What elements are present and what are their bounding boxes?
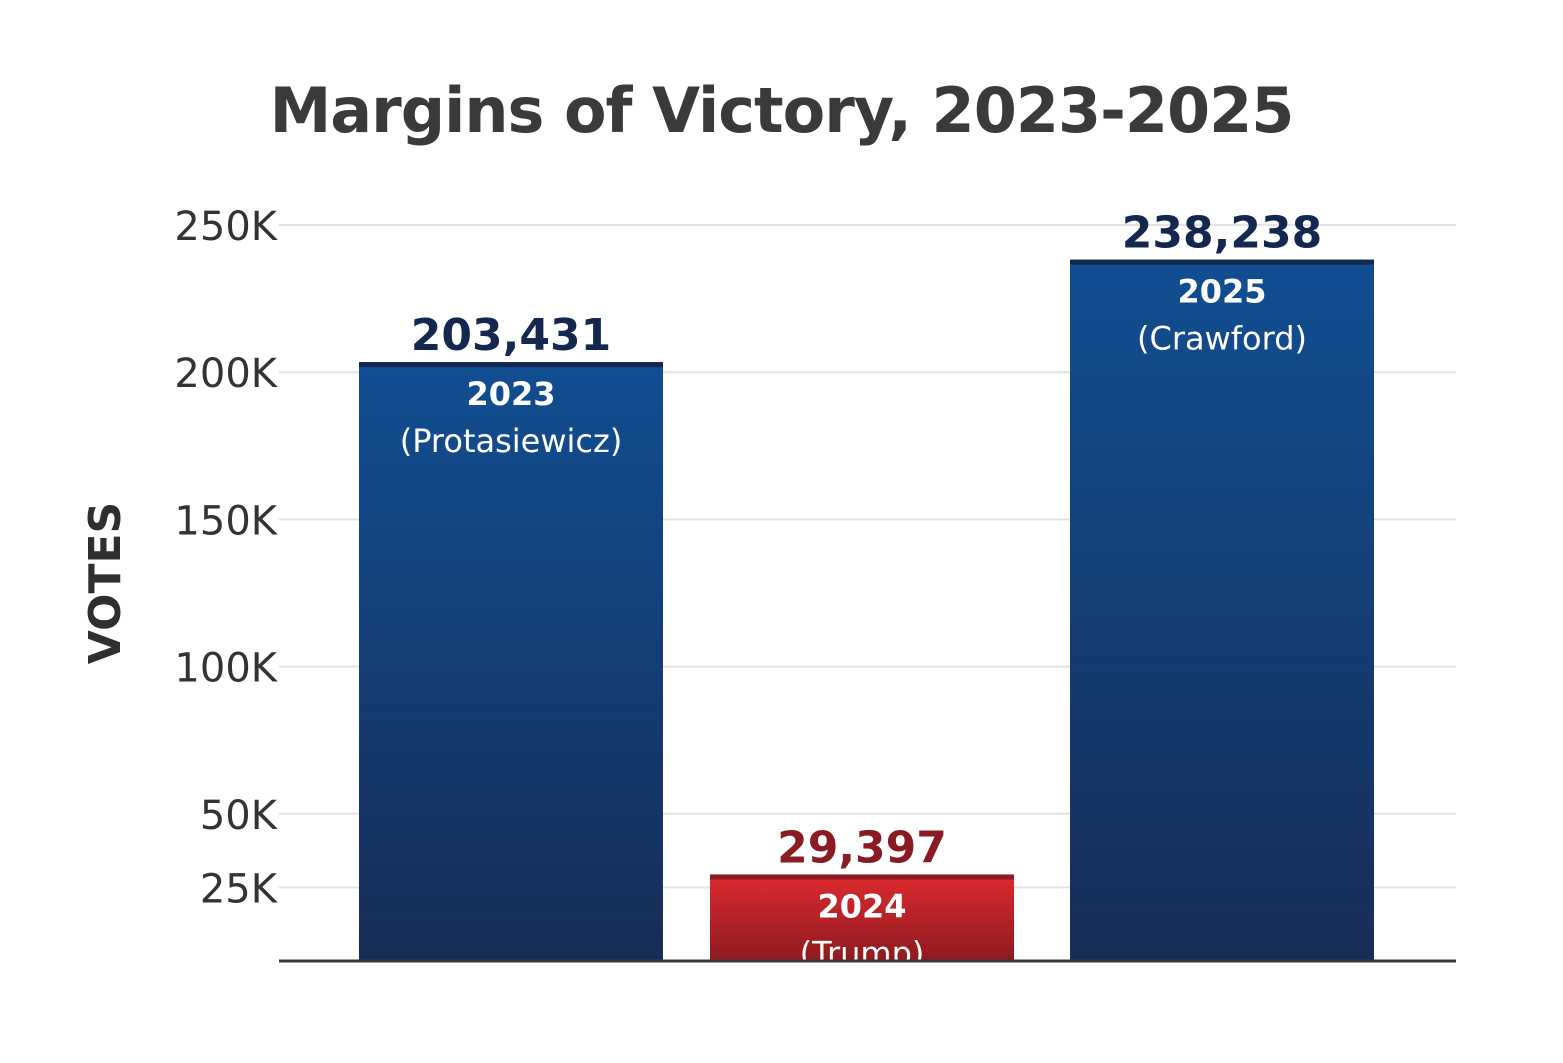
bar-year-label: 2024: [817, 887, 906, 925]
bar-name-label: (Protasiewicz): [400, 422, 623, 460]
bar-top-edge: [710, 874, 1014, 880]
y-tick-label: 150K: [174, 498, 278, 544]
data-label: 203,431: [411, 310, 611, 361]
bar-group-2023: 203,431 2023 (Protasiewicz): [359, 310, 663, 961]
bar-2023: [359, 362, 663, 961]
y-axis-ticks: 25K 50K 100K 150K 200K 250K: [174, 204, 278, 912]
bar-top-edge: [359, 362, 663, 368]
bar-2024: [710, 874, 1014, 961]
bar-name-label: (Trump): [800, 934, 925, 972]
bars: 203,431 2023 (Protasiewicz) 29,397 2024 (Trum…: [359, 208, 1374, 972]
y-tick-label: 250K: [174, 204, 278, 250]
bar-2025: [1070, 259, 1374, 961]
y-tick-label: 200K: [174, 351, 278, 397]
bar-name-label: (Crawford): [1137, 320, 1307, 358]
bar-group-2024: 29,397 2024 (Trump): [710, 822, 1014, 972]
y-tick-label: 100K: [174, 646, 278, 692]
bar-year-label: 2025: [1177, 273, 1266, 311]
data-label: 29,397: [777, 822, 947, 873]
y-axis-label: VOTES: [80, 502, 131, 664]
bar-year-label: 2023: [466, 375, 555, 413]
y-tick-label: 25K: [200, 866, 279, 912]
bar-group-2025: 238,238 2025 (Crawford): [1070, 208, 1374, 961]
data-label: 238,238: [1122, 208, 1322, 259]
bar-top-edge: [1070, 259, 1374, 265]
chart-title: Margins of Victory, 2023-2025: [269, 74, 1295, 147]
y-tick-label: 50K: [200, 793, 279, 839]
